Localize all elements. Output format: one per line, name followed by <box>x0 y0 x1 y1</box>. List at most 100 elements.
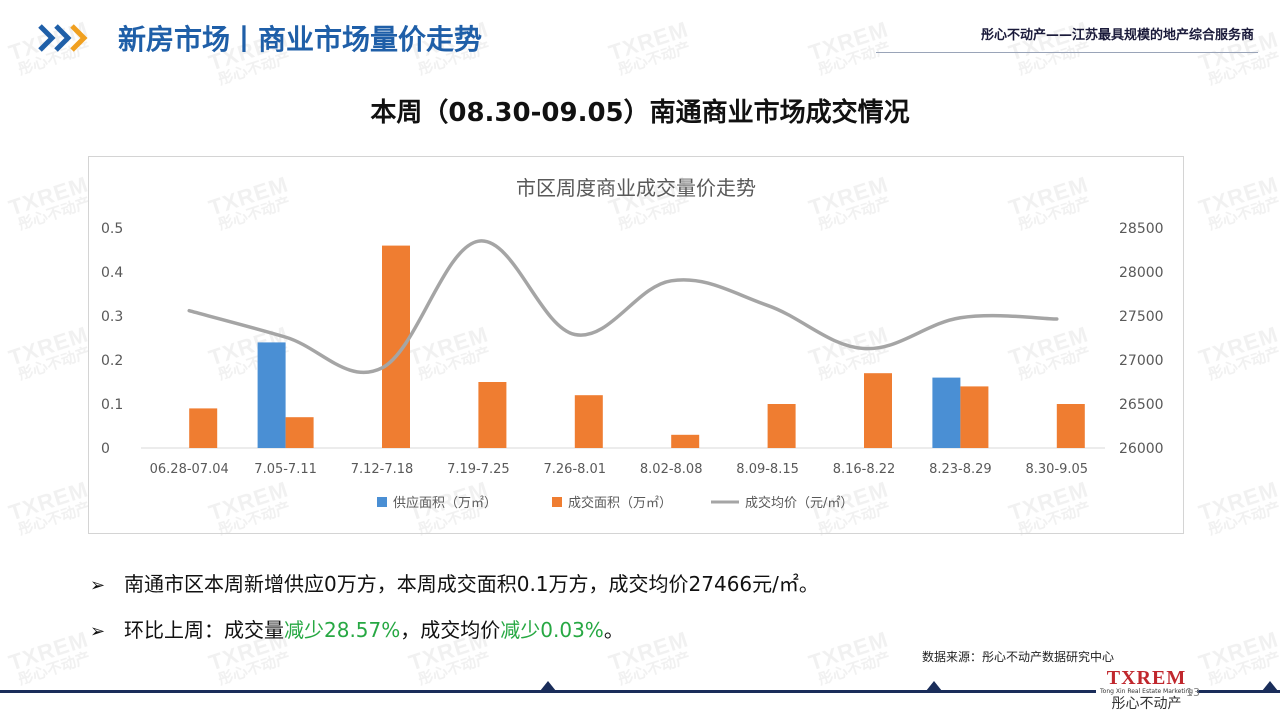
watermark-brand: TXREM <box>805 626 892 676</box>
watermark: TXREM 彤心不动产 <box>5 476 95 539</box>
watermark-brand: TXREM <box>1195 626 1280 676</box>
chart: 市区周度商业成交量价走势 0 0.1 0.2 0.3 0.4 0.5 26000 26500 27… <box>101 176 1164 511</box>
x-tick-label: 06.28-07.04 <box>150 462 229 477</box>
y-left-tick-label: 0.3 <box>101 309 123 325</box>
y-right-tick-label: 27500 <box>1119 309 1164 325</box>
y-right-tick-label: 26000 <box>1119 441 1164 457</box>
watermark-name: 彤心不动产 <box>1206 194 1280 234</box>
watermark: TXREM 彤心不动产 <box>5 321 95 384</box>
x-tick-label: 8.16-8.22 <box>833 462 896 477</box>
page-number: 13 <box>1186 686 1200 699</box>
watermark: TXREM 彤心不动产 <box>5 626 95 689</box>
watermark: TXREM 彤心不动产 <box>605 16 695 79</box>
header-divider <box>876 52 1258 53</box>
y-right-tick-label: 26500 <box>1119 397 1164 413</box>
y-left-tick-label: 0.4 <box>101 265 123 281</box>
deal-bar <box>189 408 218 448</box>
legend-deal-label: 成交面积（万㎡） <box>568 495 672 511</box>
company-logo: TXREM Tong Xin Real Estate Marketing 彤心不… <box>1096 668 1197 712</box>
watermark-name: 彤心不动产 <box>1206 344 1280 384</box>
watermark-brand: TXREM <box>1195 171 1280 221</box>
deal-bar <box>864 373 892 448</box>
y-left-tick-label: 0 <box>101 441 110 457</box>
x-tick-label: 8.09-8.15 <box>736 462 799 477</box>
y-right-tick-label: 28000 <box>1119 265 1164 281</box>
change-value: 减少28.57% <box>284 618 401 642</box>
watermark-name: 彤心不动产 <box>16 649 93 689</box>
deal-bar <box>671 434 700 448</box>
y-left-tick-label: 0.5 <box>101 221 123 237</box>
watermark-brand: TXREM <box>1195 476 1280 526</box>
watermark-name: 彤心不动产 <box>216 649 293 689</box>
watermark: TXREM 彤心不动产 <box>805 626 895 689</box>
watermark-name: 彤心不动产 <box>16 194 93 234</box>
y-left-tick-label: 0.1 <box>101 397 123 413</box>
watermark-brand: TXREM <box>605 16 692 66</box>
bullet-text: 环比上周：成交量 <box>124 618 284 642</box>
deal-bar <box>285 417 314 448</box>
footer-divider <box>0 690 1280 693</box>
watermark-brand: TXREM <box>1195 321 1280 371</box>
deal-bar <box>574 395 603 448</box>
deal-bar <box>960 386 989 448</box>
watermark-brand: TXREM <box>5 476 92 526</box>
data-source-note: 数据来源：彤心不动产数据研究中心 <box>922 650 1115 664</box>
bullet-text: 。 <box>603 618 624 642</box>
header-title: 新房市场丨商业市场量价走势 <box>118 23 483 56</box>
y-left-tick-label: 0.2 <box>101 353 123 369</box>
watermark-name: 彤心不动产 <box>16 344 93 384</box>
watermark-name: 彤心不动产 <box>616 39 693 79</box>
deal-bar <box>382 245 410 448</box>
bullet-summary: ➢ 南通市区本周新增供应0万方，本周成交面积0.1万方，成交均价27466元/㎡。 <box>90 568 819 597</box>
watermark-name: 彤心不动产 <box>816 649 893 689</box>
bullet-marker-icon: ➢ <box>90 575 106 596</box>
legend-supply-label: 供应面积（万㎡） <box>393 495 497 511</box>
x-tick-label: 7.19-7.25 <box>447 462 510 477</box>
chevron-arrows-icon <box>38 24 88 52</box>
footer-triangle-icon <box>1262 681 1278 691</box>
x-tick-label: 7.05-7.11 <box>254 462 317 477</box>
price-line <box>187 239 1059 375</box>
watermark-brand: TXREM <box>5 626 92 676</box>
watermark-brand: TXREM <box>805 16 892 66</box>
legend-price-label: 成交均价（元/㎡） <box>745 495 853 511</box>
supply-bar <box>257 342 286 448</box>
watermark-name: 彤心不动产 <box>16 499 93 539</box>
y-right-tick-label: 27000 <box>1119 353 1164 369</box>
watermark-name: 彤心不动产 <box>1206 499 1280 539</box>
supply-bar <box>932 377 961 448</box>
watermark: TXREM 彤心不动产 <box>1195 476 1280 539</box>
watermark-name: 彤心不动产 <box>816 39 893 79</box>
x-tick-label: 8.23-8.29 <box>929 462 992 477</box>
watermark: TXREM 彤心不动产 <box>1195 321 1280 384</box>
watermark-brand: TXREM <box>5 321 92 371</box>
slide-title: 本周（08.30-09.05）南通商业市场成交情况 <box>370 98 910 128</box>
watermark-name: 彤心不动产 <box>616 649 693 689</box>
x-tick-label: 7.26-8.01 <box>544 462 607 477</box>
watermark: TXREM 彤心不动产 <box>5 171 95 234</box>
logo-subtitle: Tong Xin Real Estate Marketing <box>1100 688 1193 695</box>
watermark-brand: TXREM <box>5 171 92 221</box>
header-tagline: 彤心不动产——江苏最具规模的地产综合服务商 <box>980 28 1254 43</box>
footer-triangle-icon <box>540 681 556 691</box>
chart-frame: 市区周度商业成交量价走势 0 0.1 0.2 0.3 0.4 0.5 26000 26500 27… <box>88 156 1184 534</box>
legend-supply-swatch <box>377 497 387 507</box>
deal-bar <box>767 404 796 448</box>
deal-bar <box>1056 404 1085 448</box>
legend-deal-swatch <box>552 497 562 507</box>
bullet-text: 南通市区本周新增供应0万方，本周成交面积0.1万方，成交均价27466元/㎡。 <box>124 572 819 596</box>
watermark: TXREM 彤心不动产 <box>1195 171 1280 234</box>
logo-name: 彤心不动产 <box>1111 696 1182 712</box>
watermark-name: 彤心不动产 <box>1016 39 1093 79</box>
watermark-name: 彤心不动产 <box>1206 49 1280 89</box>
bullet-marker-icon: ➢ <box>90 621 106 642</box>
chart-title: 市区周度商业成交量价走势 <box>516 176 756 200</box>
deal-bar <box>478 382 507 448</box>
bullet-comparison: ➢ 环比上周：成交量减少28.57%，成交均价减少0.03%。 <box>90 614 624 643</box>
x-tick-label: 8.02-8.08 <box>640 462 703 477</box>
x-tick-label: 8.30-9.05 <box>1026 462 1089 477</box>
change-value: 减少0.03% <box>500 618 604 642</box>
watermark-name: 彤心不动产 <box>416 649 493 689</box>
x-tick-label: 7.12-7.18 <box>351 462 414 477</box>
watermark: TXREM 彤心不动产 <box>1195 626 1280 689</box>
